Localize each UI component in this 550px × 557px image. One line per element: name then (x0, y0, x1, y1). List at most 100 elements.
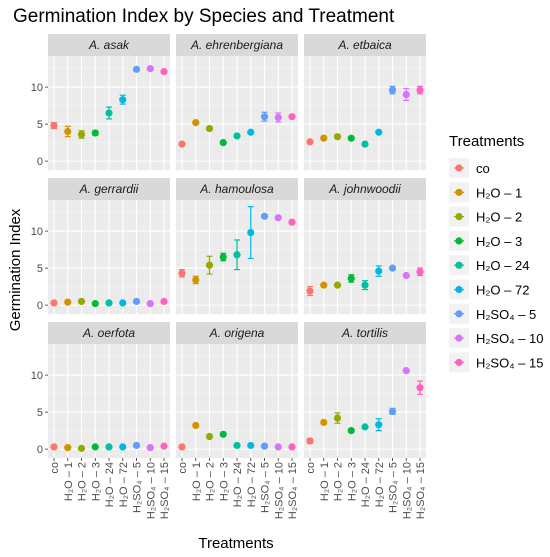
y-tick-label: 0 (37, 444, 43, 456)
facet-strip-label: A. gerrardii (79, 182, 139, 196)
facet-panels: A. asak 0 5 10 A. ehrenbergiana A. etbaica A. … (31, 34, 427, 519)
legend-label: H₂O – 2 (476, 210, 522, 225)
facet-strip-label: A. origena (209, 326, 265, 340)
data-point (247, 228, 255, 237)
data-point (361, 423, 369, 431)
data-point (119, 299, 127, 307)
data-point (64, 444, 72, 452)
data-point (288, 443, 296, 451)
data-point (160, 297, 168, 306)
x-tick-label: H₂SO₄ – 15 (287, 462, 299, 519)
x-tick-label: H₂O – 3 (346, 462, 358, 501)
facet-strip (304, 178, 426, 200)
x-axis-title: Treatments (198, 535, 273, 552)
y-tick-label: 5 (37, 119, 43, 131)
data-point (274, 113, 282, 122)
data-point (192, 119, 200, 127)
data-point (333, 133, 342, 141)
data-point (160, 67, 168, 76)
x-tick-label: H₂O – 3 (90, 462, 102, 501)
facet-panel: A. gerrardii 0 5 10 (31, 178, 170, 314)
data-point (105, 299, 113, 307)
x-tick-label: co (177, 462, 189, 474)
data-point (178, 140, 186, 148)
legend-item: H₂O – 72 (449, 279, 529, 300)
legend-item: H₂O – 2 (449, 206, 522, 227)
data-point (320, 418, 328, 427)
data-point (205, 432, 214, 441)
facet-strip (304, 34, 426, 56)
data-point (320, 281, 328, 289)
data-point (260, 113, 269, 121)
data-point (192, 276, 200, 284)
data-point (64, 127, 72, 136)
data-point (416, 384, 424, 392)
data-point (50, 299, 58, 307)
legend-item: H₂SO₄ – 15 (449, 352, 543, 373)
data-point (146, 64, 154, 73)
x-tick-label: H₂SO₄ – 10 (145, 462, 157, 519)
data-point (402, 271, 410, 280)
y-tick-label: 10 (31, 82, 43, 94)
data-point (146, 444, 154, 452)
facet-strip-label: A. asak (88, 38, 130, 52)
x-tick-label: H₂SO₄ – 15 (159, 462, 171, 519)
data-point (247, 441, 255, 450)
x-tick-label: H₂O – 72 (374, 462, 386, 507)
data-point (375, 421, 383, 429)
facet-strip-label: A. johnwoodii (328, 182, 401, 196)
legend-label: co (476, 161, 490, 176)
data-point (247, 128, 255, 136)
legend-key-point (455, 188, 463, 196)
data-point (306, 287, 314, 295)
data-point (146, 300, 154, 308)
legend-item: H₂O – 24 (449, 255, 529, 276)
data-point (260, 442, 269, 450)
data-point (233, 132, 241, 140)
chart-title: Germination Index by Species and Treatme… (13, 6, 395, 27)
data-point (132, 297, 141, 306)
x-tick-label: H₂O – 2 (333, 462, 345, 501)
facet-panel: A. johnwoodii (304, 178, 426, 314)
legend-item: co (449, 158, 490, 178)
facet-strip-label: A. ehrenbergiana (190, 38, 283, 52)
data-point (205, 124, 214, 133)
data-point (178, 443, 186, 451)
data-point (219, 430, 227, 438)
legend-item: H₂O – 1 (449, 182, 522, 203)
x-tick-label: H₂O – 3 (218, 462, 230, 501)
legend-item: H₂SO₄ – 10 (449, 328, 543, 349)
data-point (333, 414, 342, 422)
data-point (233, 251, 241, 259)
x-tick-label: H₂SO₄ – 5 (260, 462, 272, 513)
x-tick-label: H₂O – 72 (118, 462, 130, 507)
legend-key-point (455, 334, 463, 342)
legend-label: H₂SO₄ – 15 (476, 355, 543, 370)
legend-key-point (455, 237, 463, 245)
data-point (402, 367, 410, 375)
legend-key-point (455, 358, 463, 366)
legend-item: H₂O – 3 (449, 230, 522, 251)
data-point (132, 65, 141, 73)
data-point (388, 407, 397, 415)
legend-label: H₂O – 24 (476, 258, 529, 273)
facet-strip-label: A. oerfota (82, 326, 135, 340)
x-tick-label: H₂O – 24 (360, 462, 372, 507)
data-point (347, 427, 355, 435)
x-tick-label: H₂SO₄ – 5 (132, 462, 144, 513)
data-point (306, 138, 314, 146)
data-point (178, 269, 186, 277)
data-point (361, 281, 369, 289)
data-point (50, 443, 58, 451)
legend-title: Treatments (449, 133, 524, 150)
facet-strip (176, 178, 298, 200)
data-point (192, 421, 200, 430)
y-tick-label: 10 (31, 226, 43, 238)
facet-strip (176, 322, 298, 344)
data-point (416, 86, 424, 94)
data-point (105, 443, 113, 451)
x-tick-label: H₂SO₄ – 10 (401, 462, 413, 519)
data-point (50, 121, 58, 130)
